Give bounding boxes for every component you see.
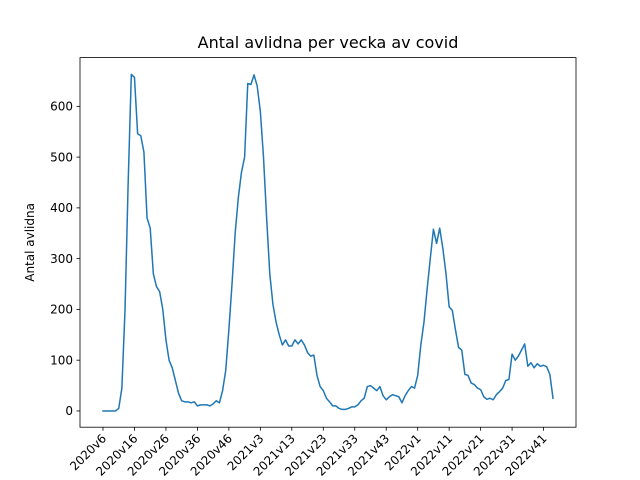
y-axis: 0 100 200 300 400 500 600: [50, 100, 80, 418]
y-tick-label: 0: [65, 404, 73, 418]
plot-frame: [79, 57, 577, 428]
y-tick-label: 300: [50, 252, 73, 266]
y-tick-label: 500: [50, 150, 73, 164]
y-tick-label: 600: [50, 100, 73, 114]
series-line: [102, 73, 554, 412]
y-tick-label: 400: [50, 201, 73, 215]
x-axis: 2020v62020v162020v262020v362020v462021v3…: [67, 427, 550, 479]
y-tick-label: 200: [50, 303, 73, 317]
chart-title: Antal avlidna per vecka av covid: [198, 33, 459, 52]
plot-area: [102, 73, 554, 412]
y-tick-label: 100: [50, 353, 73, 367]
y-axis-label: Antal avlidna: [23, 203, 37, 282]
